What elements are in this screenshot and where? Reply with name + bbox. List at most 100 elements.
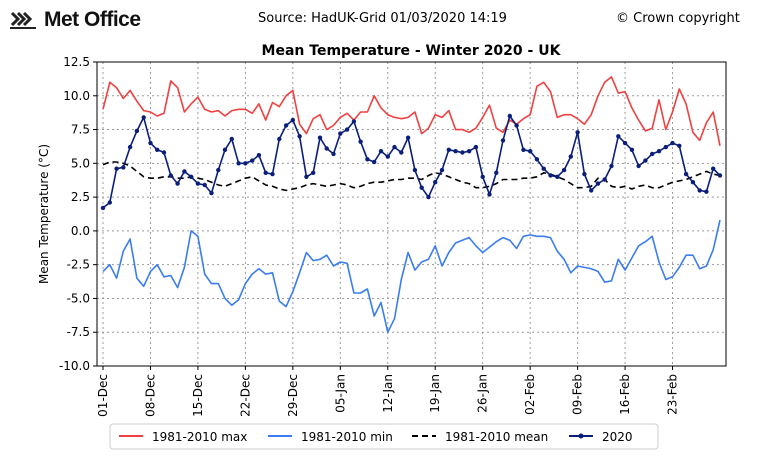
series-2020-point <box>209 190 214 196</box>
series-2020-point <box>290 117 295 123</box>
series-2020-point <box>704 189 709 194</box>
x-axis: 01-Dec 08-Dec 15-Dec 22-Dec 29-Dec 05-Jan 12-J… <box>96 366 680 417</box>
series-2020-point <box>643 158 648 163</box>
series-2020-point <box>107 200 113 205</box>
plot-frame <box>96 61 727 367</box>
series-2020-point <box>609 163 614 169</box>
series-group <box>100 76 723 334</box>
series-2020-point <box>188 174 194 179</box>
y-axis: 12.5 10.0 7.5 5.0 2.5 0.0 -2.5 -5.0 -7.5 -10.0 <box>59 55 97 373</box>
series-2020-point <box>683 171 689 177</box>
series-2020-point <box>358 139 363 144</box>
series-2020-point <box>507 113 512 119</box>
series-2020-point <box>690 180 696 185</box>
series-2020-point <box>155 147 160 152</box>
series-2020-point <box>636 163 641 169</box>
series-2020-point <box>338 131 343 136</box>
series-2020-point <box>351 119 357 124</box>
x-tick-label: 15-Dec <box>191 374 205 417</box>
series-2020-point <box>385 154 390 159</box>
series-2020-point <box>528 149 533 154</box>
series-2020-point <box>439 167 445 173</box>
x-tick-label: 12-Jan <box>381 374 395 413</box>
series-2020-point <box>616 134 621 139</box>
met-office-logo-icon <box>10 11 36 29</box>
series-2020-point <box>568 154 573 159</box>
series-2020-point <box>372 159 377 165</box>
x-tick-label: 01-Dec <box>96 374 110 417</box>
chart-title: Mean Temperature - Winter 2020 - UK <box>262 43 562 59</box>
series-2020-point <box>575 130 580 135</box>
series-2020-point <box>663 144 668 150</box>
y-tick-label: -2.5 <box>67 258 90 272</box>
series-2020-point <box>392 144 397 150</box>
y-axis-label: Mean Temperature (°C) <box>37 144 51 284</box>
series-2020-point <box>514 123 519 128</box>
series-2020-point <box>304 174 309 179</box>
series-2020-point <box>216 167 221 173</box>
series-2020-point <box>236 161 241 166</box>
series-2020-point <box>127 144 133 150</box>
series-2020-point <box>161 150 167 155</box>
series-2020-point <box>250 158 255 163</box>
series-2020-point <box>419 185 424 190</box>
series-2020-point <box>141 115 146 120</box>
series-2020-point <box>148 140 153 146</box>
legend-mean-label: 1981-2010 mean <box>445 430 548 444</box>
y-tick-label: 5.0 <box>71 156 90 170</box>
series-2020-point <box>460 150 465 155</box>
series-2020-point <box>548 173 553 178</box>
series-2020-point <box>426 194 431 200</box>
series-2020-point <box>263 170 268 175</box>
met-office-logo: Met Office <box>8 8 141 32</box>
series-2020-point <box>121 165 126 170</box>
y-tick-label: 12.5 <box>63 55 90 69</box>
series-2020-point <box>561 167 567 173</box>
series-2020-point <box>711 166 716 171</box>
series-2020-point <box>677 143 682 148</box>
series-2020-point <box>595 181 601 186</box>
series-2020-point <box>656 149 662 154</box>
series-2020-point <box>650 151 655 157</box>
series-max-line <box>102 76 721 146</box>
y-tick-label: -7.5 <box>67 325 90 339</box>
series-2020-point <box>222 147 228 152</box>
series-2020-point <box>229 136 234 142</box>
legend-2020-label: 2020 <box>602 430 633 444</box>
series-2020-point <box>555 174 560 179</box>
series-2020-point <box>466 149 472 154</box>
series-2020-point <box>344 127 350 132</box>
legend-max-label: 1981-2010 max <box>152 430 247 444</box>
series-2020-point <box>331 151 336 157</box>
series-2020-point <box>100 205 106 211</box>
series-2020-point <box>317 135 323 140</box>
series-2020-point <box>589 188 594 193</box>
series-2020-point <box>602 177 607 182</box>
series-2020-point <box>243 161 248 166</box>
x-tick-label: 05-Jan <box>333 374 347 413</box>
x-tick-label: 02-Feb <box>523 374 537 415</box>
series-2020-point <box>365 157 370 162</box>
series-2020-point <box>256 153 262 158</box>
series-2020-point <box>195 181 201 186</box>
series-2020-point <box>134 128 140 134</box>
series-2020-point <box>182 169 187 174</box>
series-2020-point <box>500 138 506 143</box>
series-2020-point <box>534 157 540 162</box>
series-2020-point <box>311 170 316 175</box>
series-2020-point <box>433 180 438 185</box>
series-2020-point <box>405 135 411 140</box>
series-2020-point <box>277 136 282 142</box>
y-tick-label: 2.5 <box>71 190 90 204</box>
x-tick-label: 23-Feb <box>666 374 680 415</box>
x-tick-label: 09-Feb <box>571 374 585 415</box>
series-2020-point <box>378 149 384 154</box>
series-2020-point <box>521 147 526 152</box>
series-2020-point <box>270 171 275 177</box>
series-2020-point <box>622 140 628 146</box>
series-2020-point <box>399 150 404 155</box>
x-tick-label: 22-Dec <box>238 374 252 417</box>
logo-text: Met Office <box>44 8 141 31</box>
series-2020-point <box>283 123 289 128</box>
series-2020-point <box>487 192 492 197</box>
